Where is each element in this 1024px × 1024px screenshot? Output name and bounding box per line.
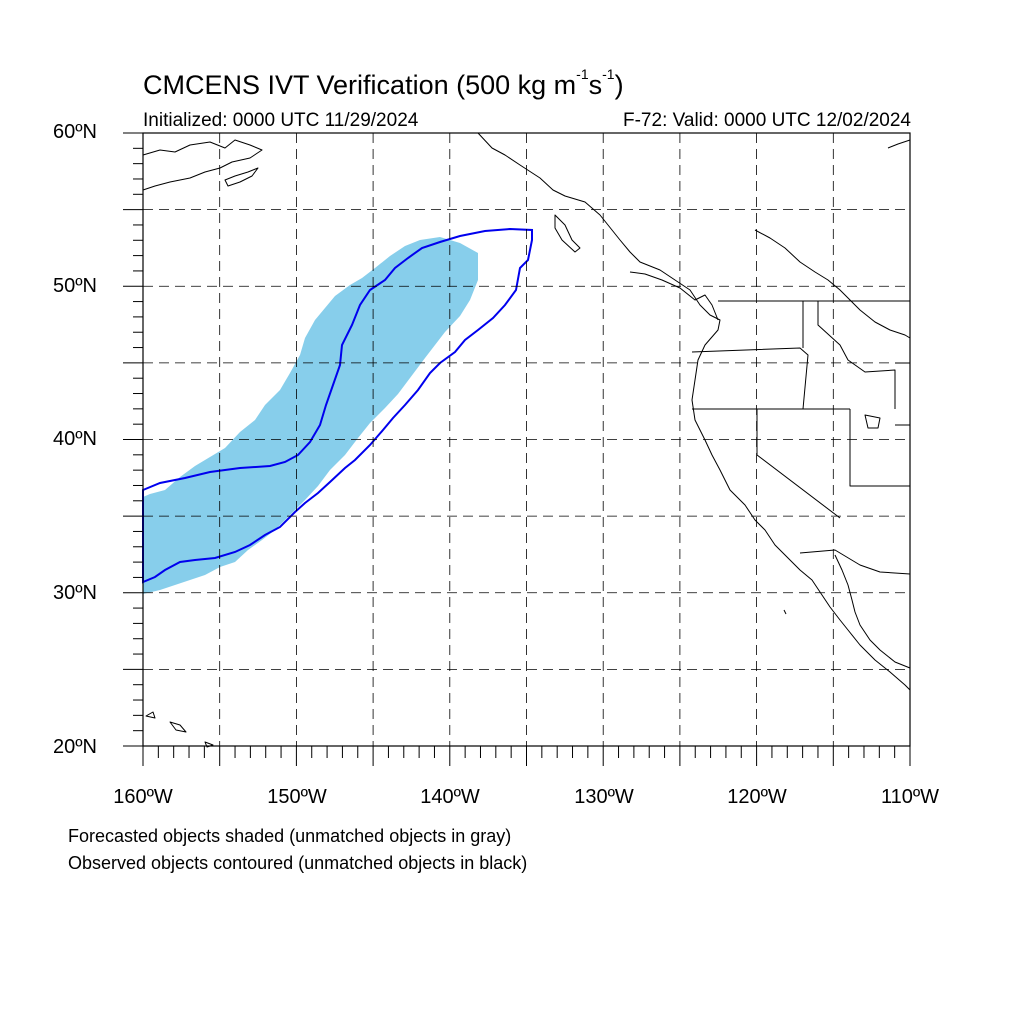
- coastline: [142, 132, 911, 748]
- title-end: ): [614, 70, 624, 100]
- title-main: CMCENS IVT Verification (500 kg m: [143, 70, 577, 100]
- lat-label-60n: 60ºN: [53, 121, 97, 143]
- title-mid: s: [588, 70, 603, 100]
- valid-time-label: F-72: Valid: 0000 UTC 12/02/2024: [623, 110, 911, 131]
- political-borders: [691, 300, 911, 575]
- title-sup-2: -1: [602, 66, 615, 82]
- footnote-observed: Observed objects contoured (unmatched ob…: [68, 853, 528, 873]
- lon-label-160w: 160ºW: [113, 786, 173, 808]
- axis-ticks: [123, 132, 911, 766]
- lon-label-120w: 120ºW: [727, 786, 787, 808]
- lat-label-20n: 20ºN: [53, 736, 97, 758]
- lat-label-40n: 40ºN: [53, 428, 97, 450]
- map-title: CMCENS IVT Verification (500 kg m-1s-1): [143, 66, 624, 101]
- forecast-object-shaded: [143, 237, 478, 594]
- lat-label-30n: 30ºN: [53, 582, 97, 604]
- observed-object-contour: [142, 227, 533, 584]
- lon-label-140w: 140ºW: [420, 786, 480, 808]
- lon-label-110w: 110ºW: [880, 786, 940, 808]
- lat-label-50n: 50ºN: [53, 275, 97, 297]
- initialized-label: Initialized: 0000 UTC 11/29/2024: [143, 110, 419, 131]
- graticule: [143, 133, 910, 746]
- footnote-forecast: Forecasted objects shaded (unmatched obj…: [68, 826, 512, 846]
- title-sup-1: -1: [576, 66, 589, 82]
- lon-label-130w: 130ºW: [574, 786, 634, 808]
- lon-label-150w: 150ºW: [267, 786, 327, 808]
